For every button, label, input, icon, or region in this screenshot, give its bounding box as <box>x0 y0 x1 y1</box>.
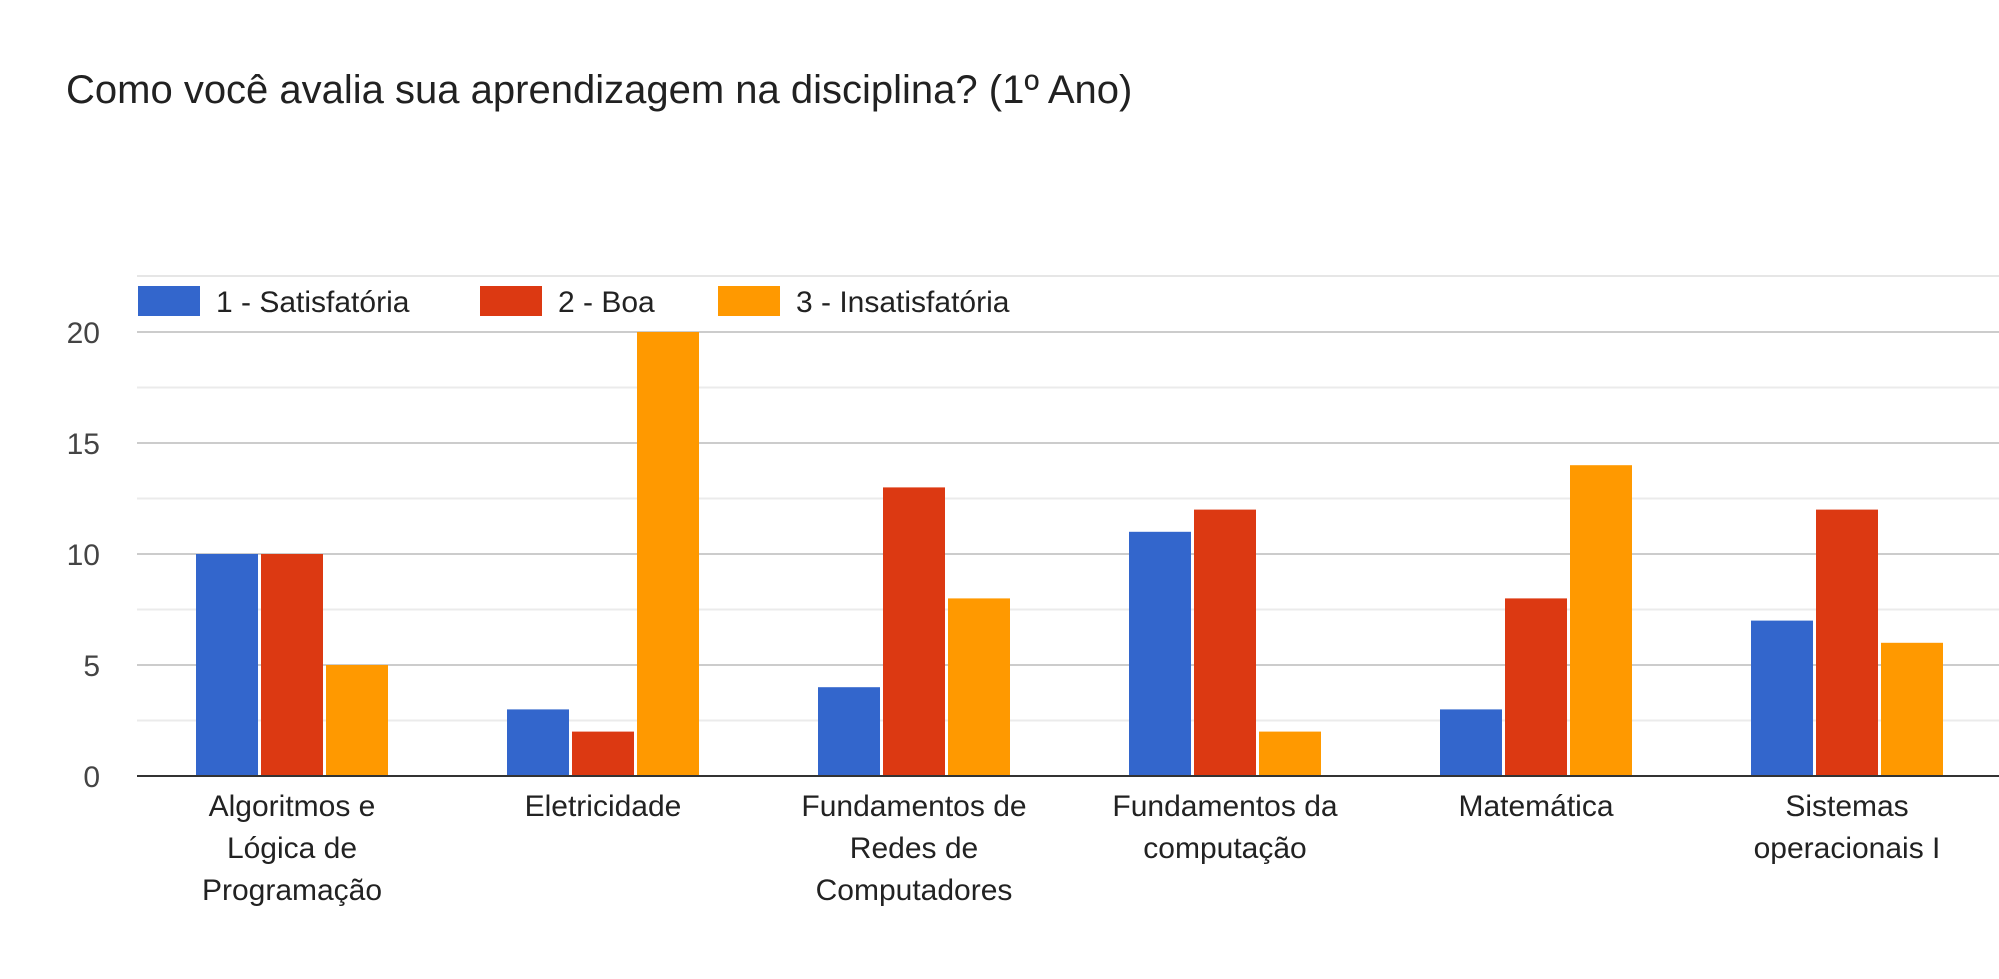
bar-2-1[interactable] <box>261 554 323 776</box>
grid-lines <box>137 275 1999 722</box>
bar-2-3[interactable] <box>883 487 945 776</box>
category-label-line: Sistemas <box>1785 790 1908 823</box>
y-tick-label: 15 <box>67 428 100 461</box>
bar-3-4[interactable] <box>1259 731 1321 776</box>
category-label-line: Eletricidade <box>525 790 682 823</box>
legend-swatch <box>480 286 542 316</box>
category-label-line: Fundamentos da <box>1112 790 1337 823</box>
bar-3-5[interactable] <box>1570 465 1632 776</box>
legend-swatch <box>718 286 780 316</box>
bar-1-6[interactable] <box>1751 620 1813 776</box>
legend-item-2[interactable]: 2 - Boa <box>480 286 655 319</box>
bar-1-3[interactable] <box>818 687 880 776</box>
y-tick-label: 0 <box>83 761 100 794</box>
legend: 1 - Satisfatória 2 - Boa 3 - Insatisfatóri… <box>138 286 1010 319</box>
bar-1-2[interactable] <box>507 709 569 776</box>
legend-label: 2 - Boa <box>558 286 655 319</box>
category-label: Fundamentos da computação <box>1112 790 1337 865</box>
bar-3-2[interactable] <box>637 332 699 776</box>
legend-label: 1 - Satisfatória <box>216 286 410 319</box>
bar-1-4[interactable] <box>1129 531 1191 776</box>
bar-2-5[interactable] <box>1505 598 1567 776</box>
category-label-line: Programação <box>202 874 382 907</box>
y-tick-label: 20 <box>67 317 100 350</box>
bars <box>196 332 1943 776</box>
legend-item-1[interactable]: 1 - Satisfatória <box>138 286 410 319</box>
bar-3-1[interactable] <box>326 665 388 776</box>
y-tick-label: 5 <box>83 650 100 683</box>
category-label-line: Computadores <box>816 874 1013 907</box>
category-label-line: Algoritmos e <box>209 790 376 823</box>
category-label-line: computação <box>1143 832 1306 865</box>
category-label-line: Matemática <box>1458 790 1613 823</box>
bar-2-6[interactable] <box>1816 509 1878 776</box>
category-label-line: Lógica de <box>227 832 357 865</box>
category-label: Matemática <box>1458 790 1613 823</box>
category-label: Algoritmos e Lógica de Programação <box>202 790 382 907</box>
y-axis-ticks: 0 5 10 15 20 <box>67 317 100 794</box>
chart-title: Como você avalia sua aprendizagem na dis… <box>66 68 1133 112</box>
y-tick-label: 10 <box>67 539 100 572</box>
bar-3-6[interactable] <box>1881 642 1943 776</box>
legend-label: 3 - Insatisfatória <box>796 286 1010 319</box>
category-label-line: operacionais I <box>1754 832 1941 865</box>
category-label-line: Fundamentos de <box>801 790 1026 823</box>
legend-swatch <box>138 286 200 316</box>
category-label: Eletricidade <box>525 790 682 823</box>
x-axis-labels: Algoritmos e Lógica de Programação Eletrici… <box>202 790 1940 907</box>
bar-1-5[interactable] <box>1440 709 1502 776</box>
category-label: Sistemas operacionais I <box>1754 790 1941 865</box>
category-label-line: Redes de <box>850 832 978 865</box>
legend-item-3[interactable]: 3 - Insatisfatória <box>718 286 1010 319</box>
category-label: Fundamentos de Redes de Computadores <box>801 790 1026 907</box>
bar-3-3[interactable] <box>948 598 1010 776</box>
bar-2-2[interactable] <box>572 731 634 776</box>
bar-2-4[interactable] <box>1194 509 1256 776</box>
bar-1-1[interactable] <box>196 554 258 776</box>
